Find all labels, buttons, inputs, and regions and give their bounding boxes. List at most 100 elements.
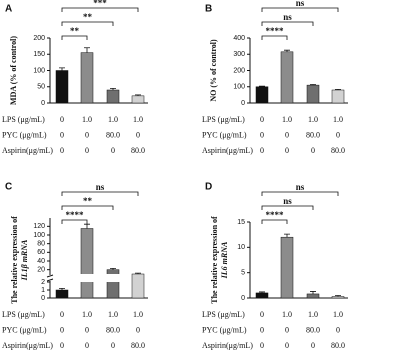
bar: [80, 52, 94, 104]
bar: [55, 70, 69, 104]
y-tick-label: 2: [41, 279, 45, 286]
condition-value: 0: [111, 341, 115, 350]
condition-label: PYC (μg/mL): [202, 130, 247, 139]
condition-label: LPS (μg/mL): [202, 310, 245, 319]
significance-label: ns: [296, 182, 305, 192]
bar: [131, 95, 145, 104]
panel-label: D: [205, 182, 212, 193]
condition-value: 80.0: [306, 325, 320, 334]
condition-value: 1.0: [308, 115, 318, 124]
significance-label: **: [83, 12, 93, 22]
panel-label: C: [5, 182, 12, 193]
condition-value: 80.0: [306, 130, 320, 139]
y-tick-label: 150: [33, 51, 45, 58]
condition-value: 0: [285, 341, 289, 350]
error-bar: [259, 85, 265, 87]
condition-value: 0: [136, 325, 140, 334]
significance-bracket: [61, 21, 114, 26]
error-bar: [284, 49, 290, 52]
significance-bracket: [261, 21, 314, 26]
error-bar: [59, 288, 65, 290]
condition-value: 1.0: [282, 310, 292, 319]
significance-bracket: [261, 35, 288, 40]
condition-value: 1.0: [133, 115, 143, 124]
bar: [80, 228, 94, 299]
error-bar: [259, 291, 265, 293]
y-axis-label: IL6 mRNA: [220, 241, 229, 279]
y-tick-label: 40: [37, 258, 45, 265]
bar: [131, 273, 145, 299]
error-bar: [135, 94, 141, 96]
bar-break-gap: [80, 274, 94, 282]
condition-value: 0: [60, 115, 64, 124]
y-tick-label: 60: [37, 249, 45, 256]
y-tick-label: 50: [37, 84, 45, 91]
error-bar: [110, 267, 116, 270]
y-axis-label: The relative expression of: [10, 216, 19, 304]
significance-bracket: [61, 205, 114, 210]
error-bar: [335, 88, 341, 90]
error-bar: [59, 67, 65, 71]
condition-value: 0: [260, 115, 264, 124]
significance-label: ****: [66, 210, 85, 220]
significance-bracket: [261, 7, 339, 12]
bar: [55, 289, 69, 299]
axis-break: [46, 274, 54, 278]
bar: [106, 269, 120, 299]
condition-value: 0: [60, 310, 64, 319]
condition-label: LPS (μg/mL): [2, 115, 45, 124]
bar: [331, 89, 345, 104]
y-tick-label: 15: [237, 219, 245, 226]
condition-value: 0: [311, 341, 315, 350]
condition-value: 0: [260, 325, 264, 334]
condition-label: Aspirin(μg/mL): [2, 146, 53, 155]
condition-label: LPS (μg/mL): [2, 310, 45, 319]
y-tick-label: 300: [233, 51, 245, 58]
condition-label: Aspirin(μg/mL): [2, 341, 53, 350]
y-tick-label: 100: [33, 232, 45, 239]
y-tick-label: 0: [241, 100, 245, 107]
significance-label: ns: [96, 182, 105, 192]
condition-value: 0: [260, 310, 264, 319]
bar: [255, 292, 269, 299]
y-tick-label: 80: [37, 241, 45, 248]
y-tick-label: 0: [41, 100, 45, 107]
significance-bracket: [61, 35, 88, 40]
condition-value: 0: [111, 146, 115, 155]
bar: [280, 51, 294, 104]
condition-value: 1.0: [82, 115, 92, 124]
condition-value: 1.0: [108, 310, 118, 319]
y-axis-label: The relative expression of: [210, 216, 219, 304]
bar: [306, 84, 320, 104]
bar: [255, 86, 269, 104]
error-bar: [284, 233, 290, 238]
condition-value: 0: [336, 325, 340, 334]
condition-value: 0: [85, 341, 89, 350]
y-tick-label: 5: [241, 270, 245, 277]
error-bar: [84, 223, 90, 229]
bar: [306, 293, 320, 299]
condition-value: 0: [336, 130, 340, 139]
condition-value: 0: [285, 146, 289, 155]
condition-label: Aspirin(μg/mL): [202, 146, 253, 155]
significance-bracket: [261, 191, 339, 196]
significance-label: **: [70, 26, 80, 36]
condition-value: 1.0: [282, 115, 292, 124]
y-tick-label: 100: [33, 67, 45, 74]
significance-bracket: [61, 7, 139, 12]
error-bar: [310, 291, 316, 294]
condition-value: 1.0: [333, 115, 343, 124]
condition-value: 0: [260, 130, 264, 139]
significance-bracket: [61, 219, 88, 224]
condition-value: 0: [136, 130, 140, 139]
y-axis-label: IL1β mRNA: [20, 239, 29, 281]
y-tick-label: 200: [33, 35, 45, 42]
condition-value: 80.0: [131, 341, 145, 350]
condition-value: 0: [85, 130, 89, 139]
condition-label: LPS (μg/mL): [202, 115, 245, 124]
error-bar: [84, 47, 90, 53]
condition-value: 80.0: [331, 146, 345, 155]
significance-label: ns: [296, 0, 305, 8]
error-bar: [110, 87, 116, 90]
significance-label: ***: [93, 0, 107, 8]
